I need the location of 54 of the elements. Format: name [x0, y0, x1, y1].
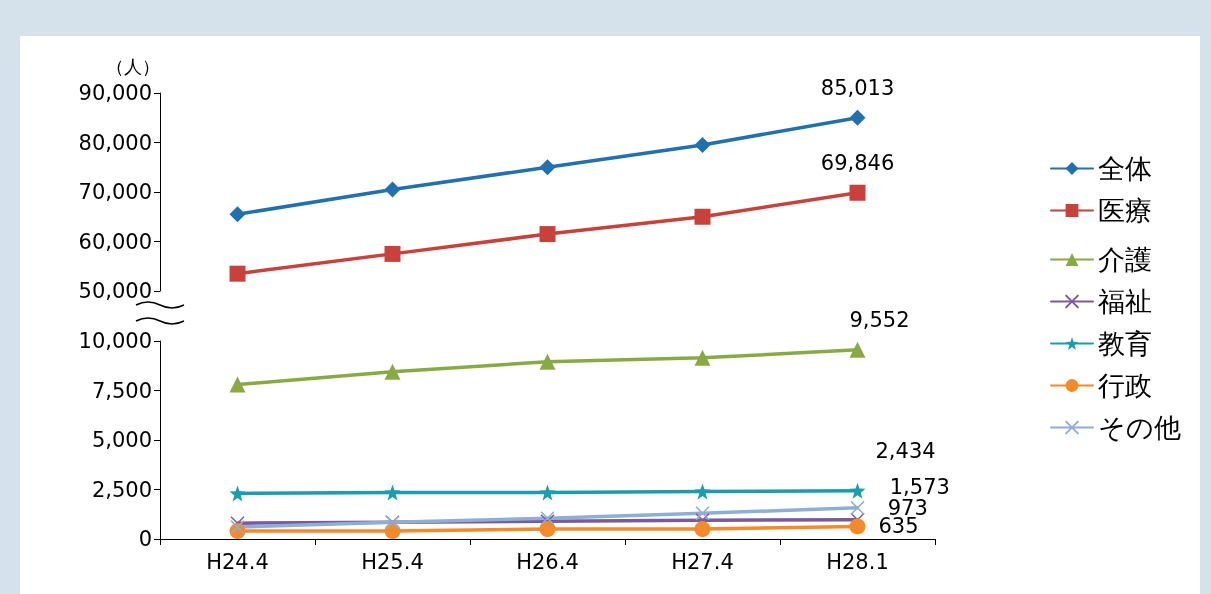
- y-tick-label: 80,000: [78, 130, 152, 155]
- point: [539, 226, 556, 243]
- point: [849, 184, 866, 201]
- data-label: 2,434: [875, 438, 936, 463]
- point: [694, 349, 711, 366]
- point: [849, 482, 866, 499]
- y-tick-label: 5,000: [91, 428, 152, 452]
- point: [694, 483, 711, 500]
- data-label: 1,573: [889, 474, 950, 499]
- point: [384, 363, 401, 380]
- point: [695, 506, 710, 521]
- y-tick-label: 50,000: [78, 279, 152, 303]
- point: [539, 521, 556, 538]
- legend-label: 福祉: [1098, 286, 1152, 317]
- legend-label: その他: [1098, 412, 1181, 443]
- y-axis-title: （人）: [106, 55, 160, 77]
- y-tick-label: 0: [138, 527, 152, 551]
- y-tick-label: 7,500: [91, 378, 152, 403]
- point: [849, 341, 866, 358]
- legend-label: 行政: [1098, 370, 1152, 401]
- point: [229, 376, 246, 393]
- legend-label: 全体: [1098, 153, 1152, 184]
- x-tick-label: H24.4: [206, 549, 269, 574]
- data-label: 9,552: [849, 308, 910, 333]
- point: [229, 265, 246, 282]
- y-tick-label: 2,500: [91, 477, 152, 502]
- point: [229, 206, 246, 223]
- point: [849, 109, 866, 126]
- point: [539, 159, 556, 176]
- point: [229, 485, 246, 502]
- point: [230, 519, 245, 535]
- x-tick-label: H28.1: [826, 549, 889, 574]
- legend-label: 医療: [1098, 195, 1152, 226]
- y-tick-label: 60,000: [78, 229, 152, 254]
- point: [384, 181, 401, 198]
- legend-label: 介護: [1098, 244, 1152, 275]
- point: [539, 484, 556, 501]
- x-tick-label: H26.4: [516, 549, 579, 574]
- point: [694, 208, 711, 225]
- data-label: 69,846: [820, 151, 895, 176]
- legend-label: 教育: [1098, 328, 1152, 359]
- point: [850, 500, 865, 516]
- y-tick-label: 90,000: [78, 81, 152, 105]
- point: [694, 136, 711, 153]
- point: [849, 518, 866, 535]
- y-tick-label: 10,000: [78, 329, 152, 353]
- x-tick-label: H27.4: [671, 549, 734, 574]
- point: [384, 484, 401, 501]
- x-tick-label: H25.4: [361, 549, 424, 574]
- point: [539, 353, 556, 370]
- point: [384, 245, 401, 262]
- data-label: 85,013: [820, 76, 895, 101]
- point: [694, 521, 711, 538]
- y-tick-label: 70,000: [78, 180, 152, 204]
